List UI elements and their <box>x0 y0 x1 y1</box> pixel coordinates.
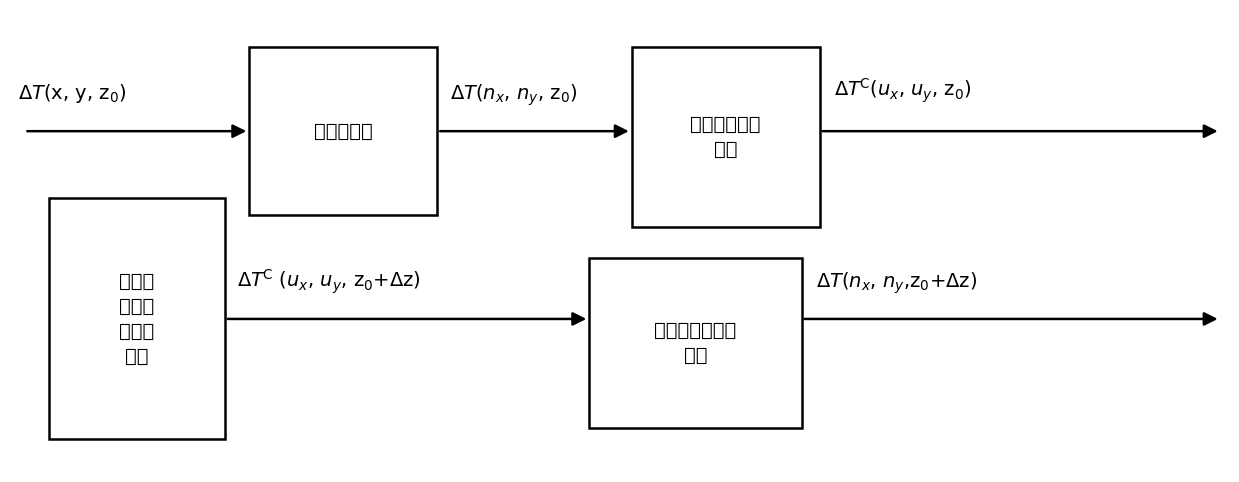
Bar <box>589 257 802 428</box>
Text: $\it{\Delta}$$\it{T}$($n_x$, $n_y$,z$_0$+$\it{\Delta}$z): $\it{\Delta}$$\it{T}$($n_x$, $n_y$,z$_0$… <box>817 271 978 296</box>
Text: 数据网格化: 数据网格化 <box>313 121 373 141</box>
Text: 一步波
数域补
偿延拓
因子: 一步波 数域补 偿延拓 因子 <box>119 272 155 366</box>
Text: $\it{\Delta}$$\it{T}$$^\mathsf{C}$ ($u_x$, $u_y$, z$_0$+$\it{\Delta}$z): $\it{\Delta}$$\it{T}$$^\mathsf{C}$ ($u_x… <box>237 268 421 296</box>
Text: $\it{\Delta}$$\it{T}$(x, y, z$_0$): $\it{\Delta}$$\it{T}$(x, y, z$_0$) <box>19 82 126 105</box>
Text: 二维递归余弦反
变换: 二维递归余弦反 变换 <box>654 321 736 364</box>
Text: $\it{\Delta}$$\it{T}$$^\mathsf{C}$($u_x$, $u_y$, z$_0$): $\it{\Delta}$$\it{T}$$^\mathsf{C}$($u_x$… <box>834 77 971 105</box>
Bar <box>632 47 820 227</box>
Bar <box>48 199 224 440</box>
Text: $\it{\Delta}$$\it{T}$($n_x$, $n_y$, z$_0$): $\it{\Delta}$$\it{T}$($n_x$, $n_y$, z$_0… <box>450 82 577 107</box>
Text: 二维递归余弦
变换: 二维递归余弦 变换 <box>690 115 761 159</box>
Bar <box>249 47 437 215</box>
